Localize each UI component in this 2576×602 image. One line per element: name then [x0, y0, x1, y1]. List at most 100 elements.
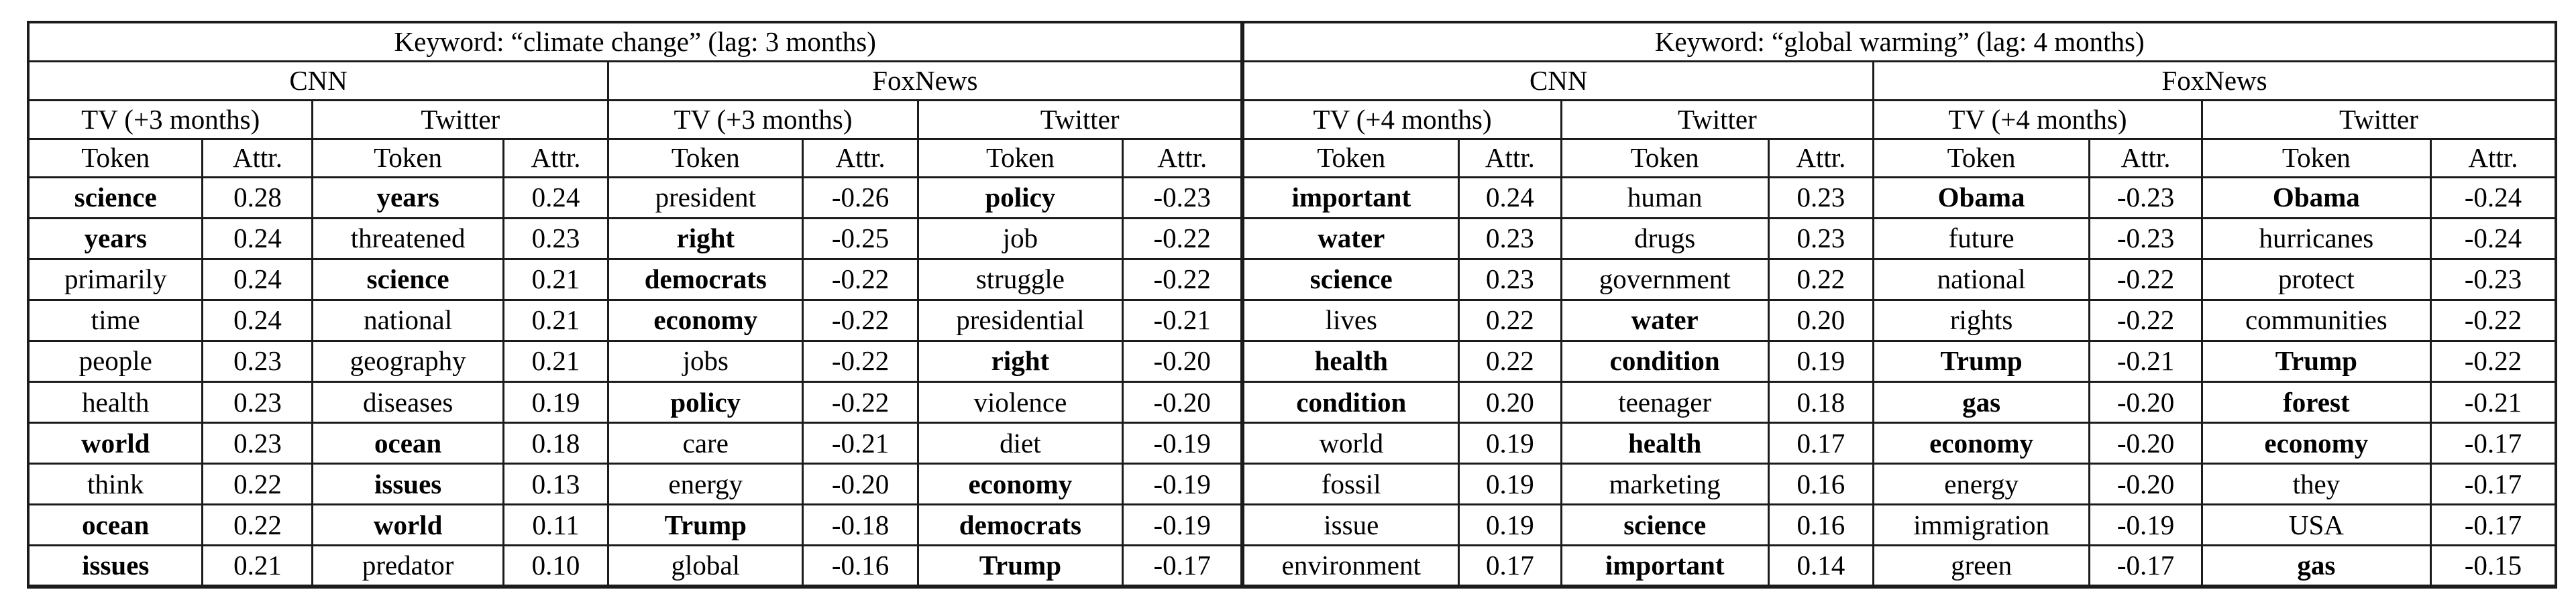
attr-cell: -0.21 — [2088, 339, 2203, 383]
attr-cell: 0.19 — [502, 381, 610, 424]
source-header: Twitter — [311, 99, 610, 140]
attr-cell: 0.19 — [1458, 463, 1562, 506]
token-cell: national — [1872, 257, 2091, 301]
attr-cell: -0.19 — [1121, 463, 1244, 506]
token-cell: economy — [1872, 422, 2091, 465]
token-cell: Trump — [607, 503, 804, 547]
token-cell: gas — [2200, 544, 2432, 588]
token-cell: world — [1240, 422, 1460, 465]
attr-column-label: Attr. — [1767, 137, 1875, 178]
attr-cell: -0.22 — [2429, 339, 2557, 383]
attr-cell: 0.24 — [201, 217, 314, 260]
token-cell: world — [311, 503, 504, 547]
token-cell: fossil — [1240, 463, 1460, 506]
attr-cell: -0.17 — [2429, 503, 2557, 547]
attr-cell: 0.23 — [502, 217, 610, 260]
token-cell: time — [27, 298, 204, 343]
token-cell: economy — [607, 298, 804, 343]
attr-cell: -0.21 — [2429, 381, 2557, 424]
token-cell: human — [1560, 176, 1770, 219]
attr-cell: -0.17 — [2088, 544, 2203, 588]
token-cell: future — [1872, 217, 2091, 260]
attr-cell: 0.22 — [201, 463, 314, 506]
source-header: Twitter — [1560, 99, 1875, 140]
header-row-labels: Token Attr. Token Attr. Token Attr. Toke… — [27, 137, 2557, 178]
table-row: issues 0.21 predator 0.10 global -0.16 T… — [27, 544, 2557, 588]
attr-cell: -0.21 — [802, 422, 919, 465]
token-cell: care — [607, 422, 804, 465]
attr-cell: -0.20 — [1121, 381, 1244, 424]
attr-cell: 0.24 — [1458, 176, 1562, 219]
attr-cell: -0.19 — [1121, 422, 1244, 465]
attr-cell: -0.26 — [802, 176, 919, 219]
attr-column-label: Attr. — [2429, 137, 2557, 178]
attr-cell: 0.22 — [1458, 339, 1562, 383]
token-cell: communities — [2200, 298, 2432, 343]
attr-cell: -0.18 — [802, 503, 919, 547]
table-row: world 0.23 ocean 0.18 care -0.21 diet -0… — [27, 422, 2557, 465]
network-header: FoxNews — [607, 60, 1244, 101]
token-cell: violence — [916, 381, 1124, 424]
token-cell: science — [1240, 257, 1460, 301]
token-cell: years — [311, 176, 504, 219]
attr-cell: 0.18 — [1767, 381, 1875, 424]
token-cell: lives — [1240, 298, 1460, 343]
token-cell: right — [916, 339, 1124, 383]
token-cell: energy — [607, 463, 804, 506]
token-cell: science — [311, 257, 504, 301]
token-cell: Obama — [1872, 176, 2091, 219]
token-column-label: Token — [2200, 137, 2432, 178]
header-row-sources: TV (+3 months) Twitter TV (+3 months) Tw… — [27, 99, 2557, 140]
token-cell: policy — [916, 176, 1124, 219]
token-cell: president — [607, 176, 804, 219]
attr-cell: -0.19 — [2088, 503, 2203, 547]
attr-cell: -0.20 — [802, 463, 919, 506]
attr-cell: 0.22 — [1767, 257, 1875, 301]
attr-cell: -0.20 — [1121, 339, 1244, 383]
token-cell: ocean — [27, 503, 204, 547]
table-row: time 0.24 national 0.21 economy -0.22 pr… — [27, 298, 2557, 343]
attr-cell: 0.18 — [502, 422, 610, 465]
token-cell: issue — [1240, 503, 1460, 547]
token-cell: democrats — [607, 257, 804, 301]
attr-cell: 0.22 — [1458, 298, 1562, 343]
attr-cell: -0.19 — [1121, 503, 1244, 547]
attr-cell: 0.28 — [201, 176, 314, 219]
attr-cell: 0.24 — [502, 176, 610, 219]
attr-column-label: Attr. — [1458, 137, 1562, 178]
token-cell: global — [607, 544, 804, 588]
token-cell: primarily — [27, 257, 204, 301]
attr-column-label: Attr. — [2088, 137, 2203, 178]
token-column-label: Token — [1872, 137, 2091, 178]
attr-cell: -0.25 — [802, 217, 919, 260]
token-column-label: Token — [916, 137, 1124, 178]
token-cell: Obama — [2200, 176, 2432, 219]
token-cell: Trump — [916, 544, 1124, 588]
attr-cell: -0.20 — [2088, 381, 2203, 424]
header-row-networks: CNN FoxNews CNN FoxNews — [27, 60, 2557, 101]
attr-cell: -0.20 — [2088, 422, 2203, 465]
token-cell: condition — [1560, 339, 1770, 383]
token-column-label: Token — [1240, 137, 1460, 178]
attr-cell: 0.23 — [1458, 257, 1562, 301]
attr-cell: -0.22 — [802, 339, 919, 383]
source-header: TV (+4 months) — [1872, 99, 2203, 140]
token-cell: national — [311, 298, 504, 343]
token-cell: important — [1560, 544, 1770, 588]
attr-cell: -0.22 — [802, 298, 919, 343]
token-cell: ocean — [311, 422, 504, 465]
attr-cell: 0.21 — [502, 339, 610, 383]
attr-cell: 0.13 — [502, 463, 610, 506]
token-column-label: Token — [1560, 137, 1770, 178]
attr-cell: -0.24 — [2429, 176, 2557, 219]
attr-cell: -0.24 — [2429, 217, 2557, 260]
token-cell: years — [27, 217, 204, 260]
attr-cell: 0.21 — [502, 257, 610, 301]
token-cell: people — [27, 339, 204, 383]
attr-cell: 0.24 — [201, 257, 314, 301]
token-cell: economy — [2200, 422, 2432, 465]
token-cell: threatened — [311, 217, 504, 260]
attr-cell: 0.23 — [201, 339, 314, 383]
attr-cell: -0.17 — [2429, 463, 2557, 506]
